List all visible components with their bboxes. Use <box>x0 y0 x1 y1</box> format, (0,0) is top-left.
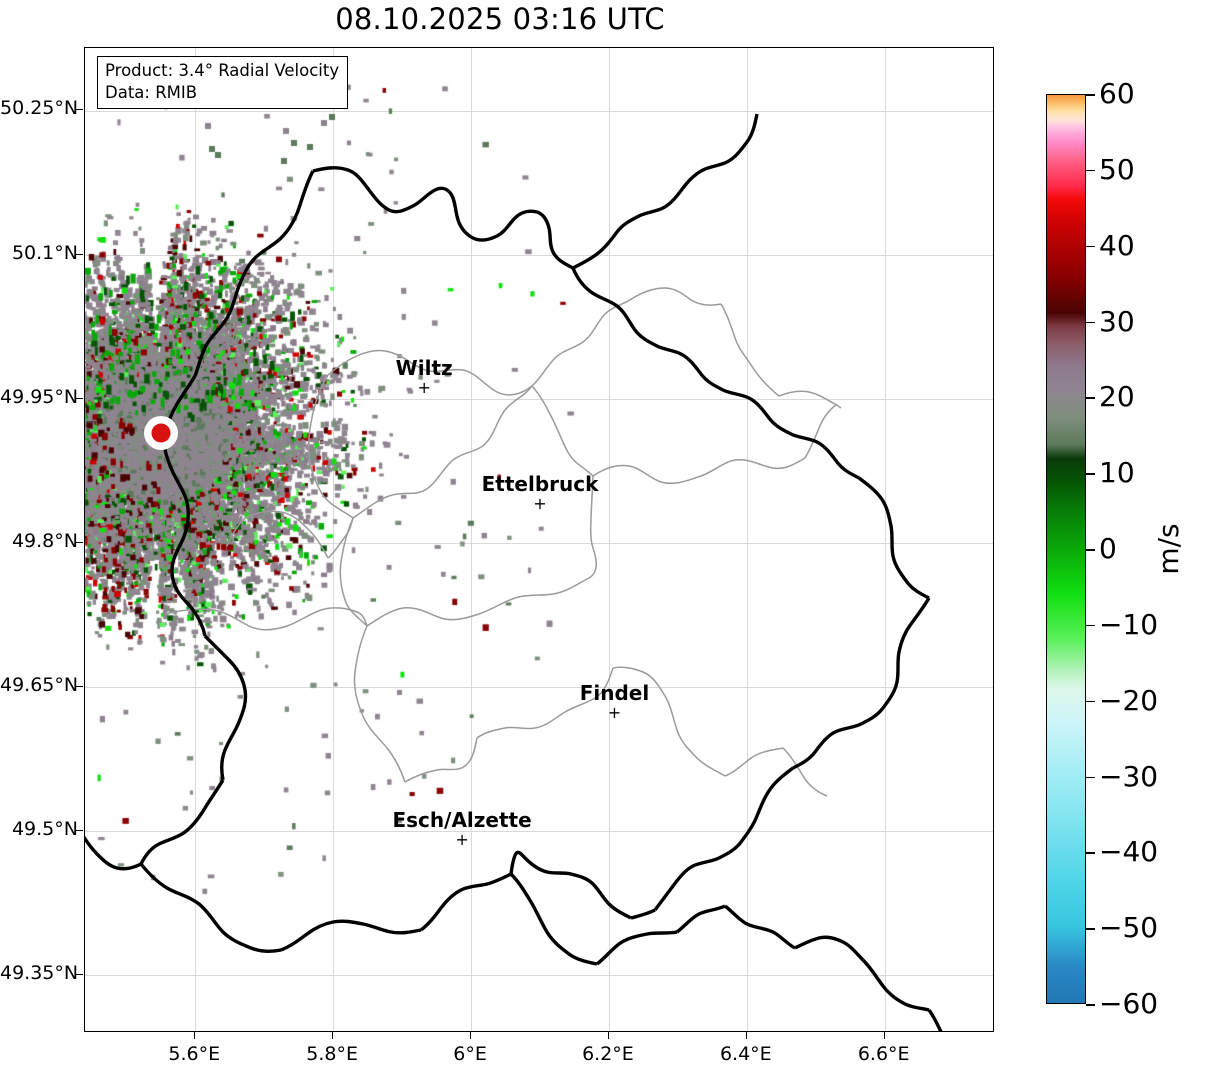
colorbar-tick <box>1086 397 1095 399</box>
y-axis-tick <box>76 686 83 688</box>
colorbar-tick-label: −10 <box>1099 607 1159 641</box>
luxembourg-national-border <box>85 113 943 1031</box>
x-axis-tick-label: 6.4°E <box>719 1043 772 1065</box>
y-axis-tick <box>76 830 83 832</box>
x-axis-tick <box>745 1032 747 1039</box>
y-axis-tick <box>76 541 83 543</box>
colorbar-tick <box>1086 624 1095 627</box>
y-axis-tick <box>76 109 83 111</box>
colorbar-tick <box>1086 169 1095 172</box>
colorbar-tick <box>1086 700 1095 703</box>
page-title: 08.10.2025 03:16 UTC <box>335 2 665 36</box>
city-label: Findel + <box>580 683 650 721</box>
y-axis-tick-label: 50.25°N <box>0 97 79 120</box>
colorbar-tick-label: 40 <box>1099 228 1135 262</box>
y-axis-tick <box>76 397 83 399</box>
x-axis-tick <box>607 1032 609 1039</box>
colorbar-tick <box>1086 549 1095 551</box>
colorbar-tick-label: 60 <box>1099 77 1135 110</box>
x-axis-tick-label: 6.2°E <box>582 1043 634 1065</box>
city-label: Ettelbruck + <box>482 474 599 512</box>
colorbar-tick <box>1086 94 1095 96</box>
colorbar-unit-label: m/s <box>1152 523 1185 575</box>
y-axis-tick-label: 49.8°N <box>11 529 78 552</box>
colorbar-tick-label: 30 <box>1099 304 1135 338</box>
data-source-line: Data: RMIB <box>105 82 198 102</box>
colorbar-tick <box>1086 321 1095 324</box>
y-axis-tick <box>76 253 83 255</box>
city-label: Esch/Alzette + <box>392 810 531 848</box>
x-axis-tick <box>470 1032 472 1039</box>
x-axis-tick-label: 6°E <box>453 1043 487 1065</box>
colorbar-tick-label: −40 <box>1099 835 1159 869</box>
y-axis-tick <box>76 974 83 976</box>
product-line: Product: 3.4° Radial Velocity <box>105 61 340 80</box>
colorbar-tick <box>1086 473 1095 475</box>
city-marker-glyph: + <box>533 493 547 513</box>
y-axis-tick-label: 50.1°N <box>11 241 78 264</box>
x-axis-tick <box>194 1032 196 1039</box>
colorbar-tick-label: −20 <box>1099 683 1159 717</box>
colorbar-tick-label: 10 <box>1099 456 1135 490</box>
colorbar-tick <box>1086 928 1095 930</box>
x-axis-tick-label: 5.8°E <box>306 1043 359 1065</box>
colorbar-tick-label: −60 <box>1099 987 1159 1020</box>
x-axis-tick-label: 6.6°E <box>857 1043 910 1065</box>
product-info-box: Product: 3.4° Radial Velocity Data: RMIB <box>97 56 349 109</box>
city-name: Wiltz <box>395 356 453 381</box>
colorbar-tick-label: 20 <box>1099 380 1135 414</box>
radar-map-plot[interactable]: Product: 3.4° Radial Velocity Data: RMIB… <box>84 47 994 1032</box>
colorbar-tick-label: 0 <box>1099 532 1117 565</box>
canton-borders <box>164 287 842 797</box>
y-axis-tick-label: 49.65°N <box>0 674 79 697</box>
colorbar-tick <box>1086 1004 1095 1006</box>
radar-site-marker <box>151 423 171 443</box>
x-axis-tick <box>332 1032 334 1039</box>
city-marker-glyph: + <box>455 830 469 849</box>
colorbar-tick-label: −50 <box>1099 911 1159 945</box>
city-marker-glyph: + <box>417 378 431 398</box>
colorbar-tick-label: 50 <box>1099 152 1135 186</box>
city-name: Findel <box>579 681 650 706</box>
colorbar[interactable] <box>1046 94 1086 1004</box>
y-axis-tick-label: 49.5°N <box>11 818 78 841</box>
x-axis-tick-label: 5.6°E <box>168 1043 221 1065</box>
colorbar-tick <box>1086 852 1095 854</box>
colorbar-tick <box>1086 245 1095 248</box>
y-axis-tick-label: 49.35°N <box>0 962 79 985</box>
city-name: Ettelbruck <box>481 471 599 496</box>
x-axis-tick <box>883 1032 885 1039</box>
city-name: Esch/Alzette <box>392 808 532 832</box>
map-border-layer <box>85 113 943 1031</box>
colorbar-tick <box>1086 776 1095 779</box>
city-label: Wiltz + <box>396 358 453 396</box>
colorbar-tick-label: −30 <box>1099 759 1159 793</box>
city-marker-glyph: + <box>607 703 622 723</box>
y-axis-tick-label: 49.95°N <box>0 385 79 408</box>
